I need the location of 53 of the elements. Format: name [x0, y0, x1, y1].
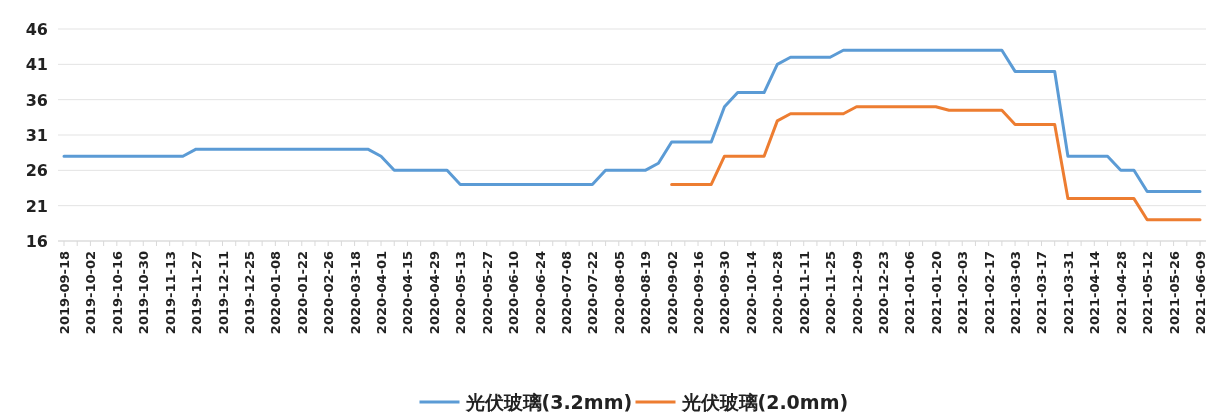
x-tick-label: 2020-04-29: [426, 251, 442, 335]
x-tick-label: 2020-04-15: [400, 251, 416, 335]
x-tick-label: 2021-02-03: [955, 251, 971, 335]
x-tick-label: 2020-10-14: [743, 251, 759, 335]
y-tick-label: 31: [25, 126, 48, 145]
x-tick-label: 2021-01-06: [902, 251, 918, 335]
x-tick-label: 2021-04-14: [1087, 251, 1103, 335]
y-tick-label: 26: [25, 161, 48, 181]
x-tick-label: 2020-01-08: [268, 251, 284, 335]
x-tick-label: 2020-04-01: [374, 251, 390, 335]
x-tick-label: 2019-10-30: [136, 251, 152, 335]
x-tick-label: 2019-10-02: [83, 251, 99, 335]
x-tick-label: 2020-03-18: [347, 251, 363, 335]
x-tick-label: 2019-09-18: [57, 251, 72, 335]
x-tick-label: 2020-02-26: [321, 251, 337, 335]
x-tick-label: 2021-03-31: [1060, 251, 1076, 335]
x-tick-label: 2019-12-11: [215, 251, 231, 335]
x-tick-label: 2019-11-27: [189, 251, 205, 335]
x-tick-label: 2020-09-16: [691, 251, 707, 335]
x-tick-label: 2020-07-22: [585, 251, 601, 335]
x-tick-label: 2020-08-19: [638, 251, 654, 335]
x-tick-label: 2019-12-25: [241, 251, 257, 335]
x-tick-label: 2020-09-30: [717, 251, 733, 335]
y-tick-label: 21: [25, 196, 48, 216]
x-tick-label: 2020-12-23: [875, 251, 891, 335]
x-tick-label: 2020-05-13: [453, 251, 469, 335]
x-tick-label: 2020-01-22: [294, 251, 310, 335]
y-tick-label: 36: [25, 90, 48, 110]
x-tick-label: 2021-03-17: [1034, 251, 1050, 335]
x-tick-label: 2019-10-16: [109, 251, 125, 335]
x-tick-label: 2020-07-08: [558, 251, 574, 335]
x-tick-label: 2020-11-25: [823, 251, 839, 335]
x-tick-label: 2020-06-24: [532, 251, 548, 335]
x-tick-label: 2021-04-28: [1113, 251, 1129, 335]
x-tick-label: 2020-09-02: [664, 251, 680, 335]
x-tick-label: 2021-01-20: [928, 251, 944, 335]
x-tick-label: 2020-11-11: [796, 251, 812, 335]
legend-label: 光伏玻璃(2.0mm): [680, 391, 849, 413]
x-tick-label: 2021-02-17: [981, 251, 997, 335]
x-tick-label: 2020-10-28: [770, 251, 786, 335]
y-tick-label: 46: [25, 20, 48, 39]
y-tick-label: 16: [25, 232, 48, 251]
x-tick-label: 2021-05-26: [1166, 251, 1182, 335]
x-tick-label: 2021-03-03: [1008, 251, 1024, 335]
y-tick-label: 41: [25, 55, 48, 75]
x-tick-label: 2021-05-12: [1140, 251, 1156, 335]
x-tick-label: 2020-08-05: [611, 251, 627, 335]
x-tick-label: 2020-05-27: [479, 251, 495, 335]
legend-label: 光伏玻璃(3.2mm): [464, 391, 633, 413]
x-tick-label: 2020-06-10: [506, 251, 522, 335]
x-tick-label: 2020-12-09: [849, 251, 865, 335]
x-tick-label: 2021-06-09: [1193, 251, 1208, 335]
x-tick-label: 2019-11-13: [162, 251, 178, 335]
